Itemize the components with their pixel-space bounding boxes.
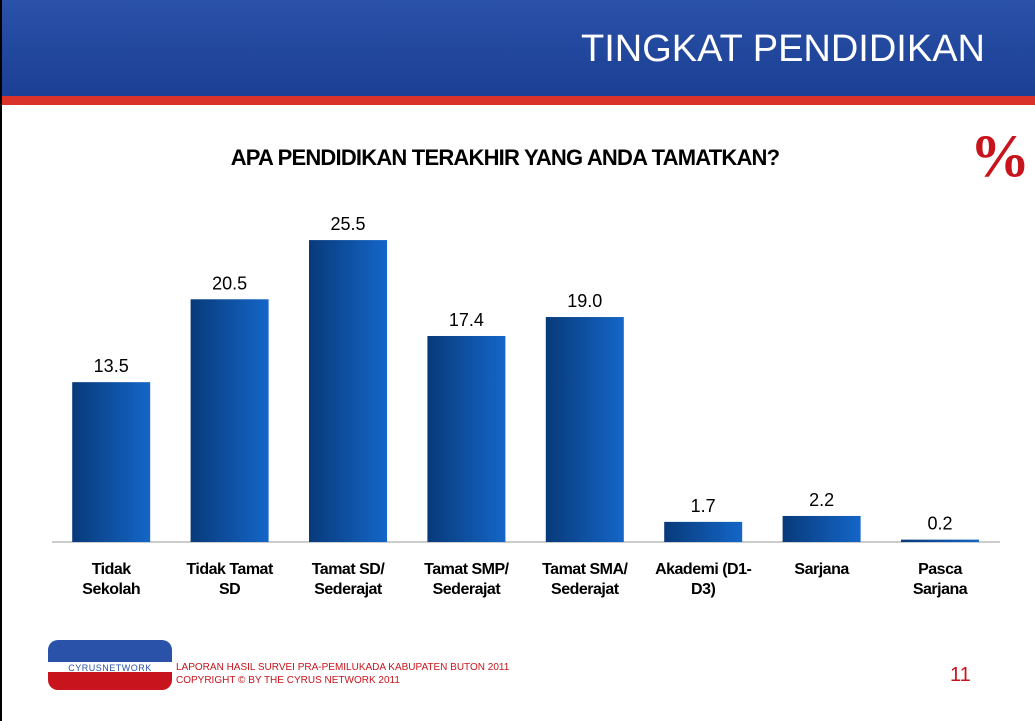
percent-mark: %	[970, 123, 1030, 189]
value-label: 25.5	[330, 214, 365, 234]
value-label: 13.5	[94, 356, 129, 376]
category-label: Tidak Tamat SD	[186, 561, 273, 598]
bar	[545, 317, 624, 542]
category-label: Akademi (D1-D3)	[655, 561, 752, 598]
category-label: Tidak Sekolah	[82, 561, 141, 598]
category-label: Sarjana	[794, 561, 849, 578]
bar	[190, 299, 269, 542]
bar	[309, 240, 387, 542]
page-number: 11	[950, 664, 971, 686]
value-label: 17.4	[449, 310, 484, 330]
left-border	[0, 0, 2, 721]
value-label: 2.2	[809, 490, 834, 510]
bar	[427, 335, 506, 542]
value-label: 20.5	[212, 273, 247, 293]
logo-text: CYRUSNETWORK	[68, 663, 152, 673]
value-label: 1.7	[691, 496, 716, 516]
value-label: 19.0	[567, 291, 602, 311]
category-label: Pasca Sarjana	[912, 561, 968, 598]
bar	[664, 521, 743, 542]
category-label: Tamat SD/ Sederajat	[311, 561, 385, 598]
bar	[72, 382, 151, 542]
logo: CYRUSNETWORK	[48, 640, 172, 690]
header-stripe	[0, 96, 1035, 105]
bar	[782, 515, 861, 542]
footer-report: LAPORAN HASIL SURVEI PRA-PEMILUKADA KABU…	[176, 662, 510, 673]
category-label: Tamat SMP/ Sederajat	[424, 561, 509, 598]
category-label: Tamat SMA/ Sederajat	[542, 561, 628, 598]
value-label: 0.2	[927, 514, 952, 534]
header-title: TINGKAT PENDIDIKAN	[581, 28, 985, 70]
header-band	[0, 0, 1035, 96]
footer-copyright: COPYRIGHT © BY THE CYRUS NETWORK 2011	[176, 675, 400, 686]
bar	[901, 539, 979, 542]
chart-title: APA PENDIDIKAN TERAKHIR YANG ANDA TAMATK…	[230, 145, 780, 170]
